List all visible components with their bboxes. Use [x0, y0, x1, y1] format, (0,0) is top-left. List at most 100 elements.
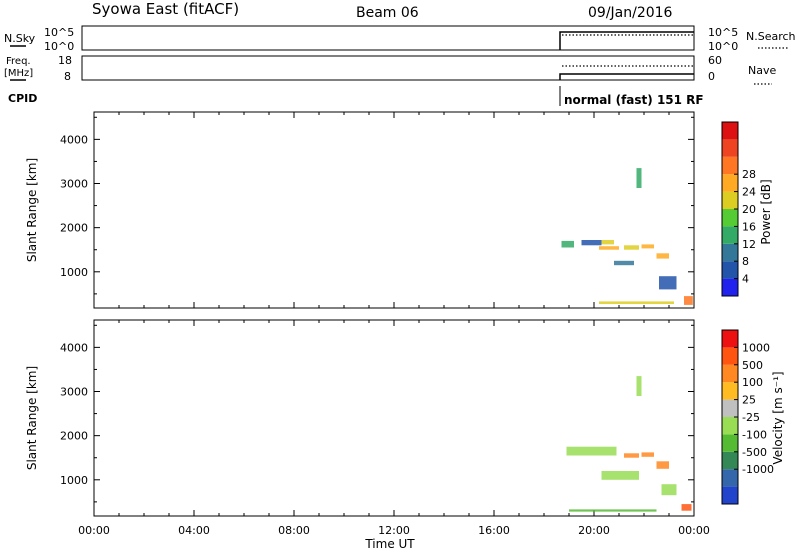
nsky-label: N.Sky: [4, 32, 36, 45]
colorbar-tick-label: 8: [742, 255, 749, 268]
data-patch: [599, 301, 674, 304]
colorbar-segment: [722, 469, 738, 487]
x-tick-label: 04:00: [178, 524, 210, 537]
colorbar-tick-label: -500: [742, 446, 767, 459]
colorbar-segment: [722, 191, 738, 209]
data-patch: [636, 376, 642, 396]
colorbar-segment: [722, 209, 738, 227]
colorbar-tick-label: 500: [742, 359, 763, 372]
x-tick-label: 08:00: [278, 524, 310, 537]
colorbar-segment: [722, 261, 738, 279]
freq-tick-bottom: 8: [64, 70, 71, 83]
colorbar-segment: [722, 243, 738, 262]
data-patch: [624, 245, 639, 250]
power-panel: 1000 2000 3000 4000 Slant Range [km]: [25, 111, 695, 309]
data-patch: [659, 276, 677, 290]
colorbar-segment: [722, 330, 738, 348]
colorbar-segment: [722, 486, 738, 504]
power-ylabel: Slant Range [km]: [25, 158, 39, 262]
colorbar-segment: [722, 434, 738, 452]
velocity-data-patches: [566, 376, 692, 512]
colorbar-segment: [722, 399, 738, 417]
data-patch: [624, 453, 639, 458]
x-tick-label: 16:00: [478, 524, 510, 537]
nsky-tick-bottom: 10^0: [44, 40, 74, 53]
freq-label: Freq.: [6, 56, 31, 67]
colorbar-segment: [722, 174, 738, 192]
nave-label: Nave: [748, 64, 776, 77]
colorbar-tick-label: 4: [742, 273, 749, 286]
x-tick-label: 00:00: [78, 524, 110, 537]
power-panel-frame: [93, 111, 695, 309]
beam-label: Beam 06: [356, 5, 419, 21]
data-patch: [656, 461, 669, 469]
freq-unit-label: [MHz]: [4, 68, 33, 79]
power-data-patches: [561, 168, 693, 305]
data-patch: [641, 452, 654, 457]
velocity-axis-ticks: 1000 2000 3000 4000: [60, 320, 695, 516]
nsky-panel-frame: [81, 25, 695, 51]
data-patch: [599, 246, 619, 250]
colorbar-tick-label: 1000: [742, 341, 770, 354]
y-tick-label: 4000: [60, 133, 88, 146]
data-patch: [661, 484, 677, 496]
nave-tick-top: 60: [708, 54, 722, 67]
colorbar-tick-label: 12: [742, 238, 756, 251]
colorbar-segment: [722, 226, 738, 244]
power-axis-ticks: 1000 2000 3000 4000: [60, 112, 695, 308]
x-tick-label: 00:00: [678, 524, 710, 537]
date-label: 09/Jan/2016: [588, 5, 673, 21]
colorbar-tick-label: -1000: [742, 463, 774, 476]
colorbar-tick-label: 16: [742, 220, 756, 233]
y-tick-label: 1000: [60, 266, 88, 279]
data-patch: [561, 240, 574, 248]
colorbar-segment: [722, 364, 738, 383]
y-tick-label: 1000: [60, 474, 88, 487]
nsearch-tick-bottom: 10^0: [708, 40, 738, 53]
colorbar-segment: [722, 278, 738, 296]
freq-tick-top: 18: [58, 54, 72, 67]
freq-panel-frame: [81, 55, 695, 81]
plot-title: Syowa East (fitACF): [92, 0, 239, 18]
x-axis-label: Time UT: [364, 537, 415, 551]
velocity-colorbar: 1000 500 100 25 -25 -100 -500 -1000: [721, 329, 774, 505]
freq-trace: [559, 73, 694, 80]
data-patch: [681, 504, 692, 511]
cpid-label: CPID: [8, 92, 37, 105]
data-patch: [656, 253, 669, 259]
data-patch: [684, 296, 693, 305]
colorbar-tick-label: -100: [742, 428, 767, 441]
colorbar-tick-label: 25: [742, 394, 756, 407]
colorbar-segment: [722, 156, 738, 175]
data-patch: [614, 260, 634, 266]
data-patch: [566, 446, 617, 456]
time-axis: 00:00 04:00 08:00 12:00 16:00 20:00 00:00: [78, 524, 710, 537]
cpid-text: normal (fast) 151 RF: [564, 93, 704, 107]
nsearch-label: N.Search: [746, 30, 796, 43]
data-patch: [641, 244, 654, 249]
colorbar-tick-label: 24: [742, 186, 756, 199]
colorbar-segment: [722, 122, 738, 140]
nsky-tick-top: 10^5: [44, 26, 74, 39]
colorbar-segment: [722, 417, 738, 435]
colorbar-segment: [722, 347, 738, 365]
colorbar-tick-label: 100: [742, 376, 763, 389]
y-tick-label: 3000: [60, 178, 88, 191]
velocity-panel: 1000 2000 3000 4000 Slant Range [km]: [25, 319, 695, 517]
power-colorbar-label: Power [dB]: [759, 179, 773, 244]
velocity-colorbar-label: Velocity [m s⁻¹]: [771, 371, 785, 464]
nsky-trace: [559, 31, 694, 50]
data-patch: [601, 240, 614, 245]
y-tick-label: 3000: [60, 386, 88, 399]
colorbar-segment: [722, 451, 738, 470]
colorbar-tick-label: 20: [742, 203, 756, 216]
data-patch: [601, 471, 639, 480]
y-tick-label: 2000: [60, 430, 88, 443]
data-patch: [636, 168, 642, 188]
power-colorbar: 4 8 12 16 20 24 28: [721, 121, 756, 297]
velocity-panel-frame: [93, 319, 695, 517]
velocity-ylabel: Slant Range [km]: [25, 366, 39, 470]
x-tick-label: 20:00: [578, 524, 610, 537]
colorbar-tick-label: -25: [742, 411, 760, 424]
